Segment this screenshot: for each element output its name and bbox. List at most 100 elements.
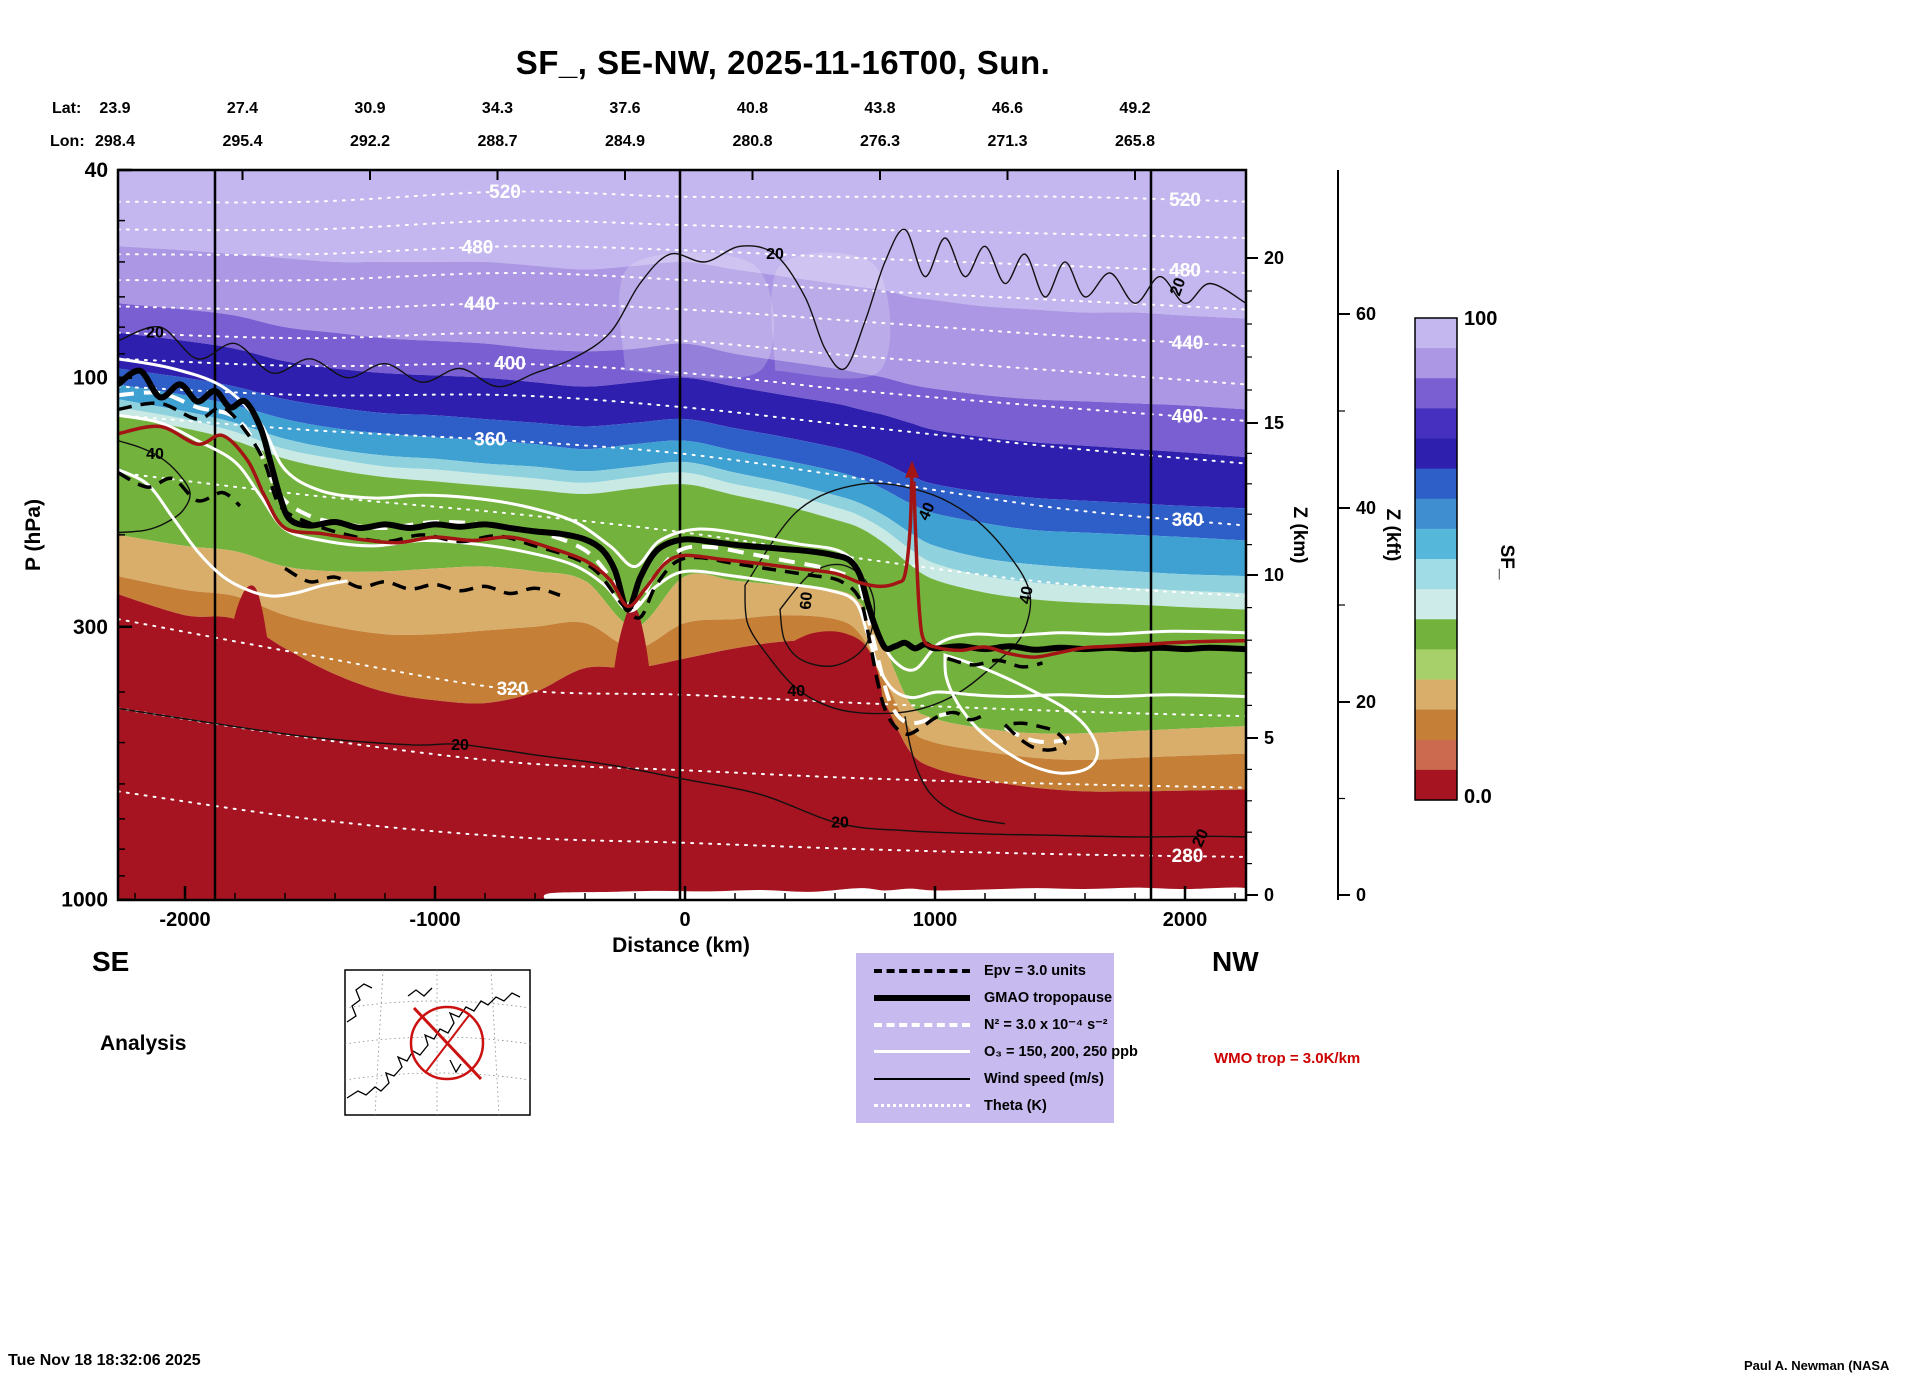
timestamp: Tue Nov 18 18:32:06 2025 [8,1352,201,1369]
sf-band [118,303,1246,458]
z-kft-tick-label: 0 [1356,885,1366,905]
wind-speed-label: 20 [1167,276,1189,299]
theta-label: 360 [1172,510,1204,531]
wind-speed-label: 20 [451,737,469,754]
colorbar-segment [1415,649,1457,681]
colorbar-segment [1415,408,1457,440]
map-inset [344,969,531,1116]
lon-value: 276.3 [859,133,901,150]
legend-item: O₃ = 150, 200, 250 ppb [856,1038,1138,1065]
map-frame [344,969,531,1116]
pressure-tick-label: 40 [85,159,108,182]
colorbar-segment [1415,619,1457,650]
colorbar-segment [1415,528,1457,560]
theta-contour [118,245,1246,274]
sf-band [118,332,1246,509]
colorbar-segment [1415,468,1457,500]
wind-speed-label: 40 [146,446,164,463]
colorbar-segment [1415,438,1457,470]
sf-band [118,246,1246,410]
legend-item: Wind speed (m/s) [856,1065,1114,1092]
wind-speed-label: 40 [1017,585,1037,606]
lon-value: 295.4 [222,133,263,150]
legend-item: Theta (K) [856,1092,1114,1119]
legend-item-label: Theta (K) [984,1097,1047,1114]
lat-value: 43.8 [864,100,896,117]
z-km-axis-title: Z (km) [1289,506,1310,564]
colorbar-segment [1415,739,1457,771]
theta-contour [118,190,1246,204]
z-kft-tick-label: 40 [1356,498,1376,518]
pressure-tick-label: 100 [73,367,108,390]
sf-light-patch [771,252,891,379]
legend-item-label: N² = 3.0 x 10⁻⁴ s⁻² [984,1016,1108,1033]
wind-speed-contour [118,440,191,534]
theta-label: 440 [1172,333,1204,354]
legend-line-sample-white-dashed [874,1022,970,1027]
lon-value: 284.9 [604,133,646,150]
theta-contour [118,302,1246,348]
corner-se: SE [92,946,130,977]
colorbar-segment [1415,589,1457,620]
sf-red-plume [611,605,651,709]
theta-label: 520 [489,182,521,203]
wmo-tropopause-line [912,481,1246,659]
lat-value: 49.2 [1119,100,1151,117]
wmo-tropopause-line [118,424,914,608]
legend-item-label: GMAO tropopause [984,989,1113,1006]
wind-speed-contour [118,228,1246,388]
colorbar-max-label: 100 [1464,308,1498,330]
ozone-contour [118,468,348,598]
lat-value: 46.6 [991,100,1024,117]
distance-tick-label: 1000 [913,909,958,931]
lat-value: 37.6 [609,100,641,117]
theta-contour [118,790,1246,858]
lon-value: 280.8 [732,133,773,150]
z-kft-tick-label: 60 [1356,304,1376,324]
corner-nw: NW [1212,946,1259,977]
wind-speed-label: 20 [766,246,784,263]
sf-band [118,407,1246,610]
theta-contour [118,414,1246,527]
colorbar-segment [1415,679,1457,711]
colorbar-segment [1415,709,1457,741]
map-cross-section-marker [409,1005,485,1081]
lon-value: 271.3 [987,133,1028,150]
map-coastline [346,983,521,1099]
lat-value: 40.8 [736,100,769,117]
theta-label: 360 [474,430,506,451]
surface-terrain [543,887,1246,900]
z-km-tick-label: 10 [1264,565,1284,585]
distance-tick-label: 2000 [1163,909,1208,931]
lon-value: 265.8 [1114,133,1156,150]
legend-item-label: Epv = 3.0 units [984,962,1086,979]
lat-axis-label: Lat: [52,100,82,117]
legend-item-label: O₃ = 150, 200, 250 ppb [984,1043,1138,1060]
epv-contour [118,471,242,508]
z-km-tick-label: 5 [1264,728,1274,748]
ozone-contour [118,357,1246,672]
colorbar-segment [1415,498,1457,530]
pressure-tick-label: 1000 [61,889,108,912]
contour-labels: 520 5204804804404404004003603603202802020… [146,182,1212,867]
lat-value: 27.4 [226,100,259,117]
distance-tick-label: -2000 [159,909,210,931]
colorbar-border [1414,317,1458,801]
wind-speed-label: 40 [787,683,805,700]
z-km-tick-label: 20 [1264,248,1284,268]
wind-speed-contour [779,563,876,668]
lat-value: 30.9 [354,100,386,117]
theta-label: 320 [497,679,529,700]
contour-overlays [118,170,1246,900]
axes: 40 100 300 1000 -2000 -1000 0 1000 2000 20 15 10 5 0 6… [61,159,1376,931]
legend-line-sample-white-dotted [874,1104,970,1107]
z-kft-axis-title: Z (kft) [1382,508,1403,562]
wind-speed-contour [118,707,1246,838]
sf-band [118,368,1246,541]
colorbar [1414,317,1458,801]
ozone-contour [943,653,1100,775]
lat-value: 23.9 [99,100,131,117]
wind-speed-label: 20 [831,815,849,832]
theta-contour [118,707,1246,789]
